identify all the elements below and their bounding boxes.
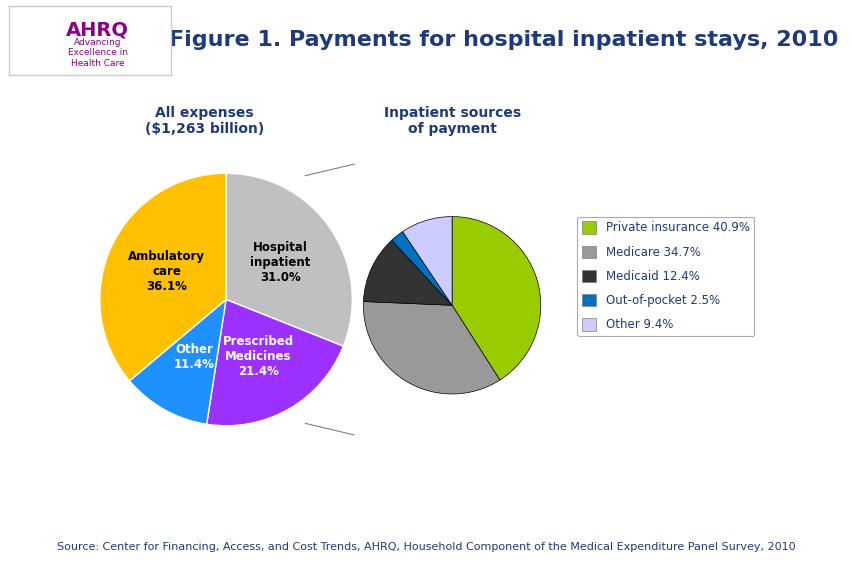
Text: All expenses
($1,263 billion): All expenses ($1,263 billion) — [145, 106, 264, 136]
Wedge shape — [391, 232, 452, 305]
Text: Ambulatory
care
36.1%: Ambulatory care 36.1% — [128, 251, 204, 293]
Text: Figure 1. Payments for hospital inpatient stays, 2010: Figure 1. Payments for hospital inpatien… — [169, 31, 837, 50]
Text: Other
11.4%: Other 11.4% — [173, 343, 214, 371]
Wedge shape — [363, 301, 499, 394]
Wedge shape — [452, 217, 540, 380]
Wedge shape — [363, 240, 452, 305]
Wedge shape — [206, 300, 343, 426]
Legend: Private insurance 40.9%, Medicare 34.7%, Medicaid 12.4%, Out-of-pocket 2.5%, Oth: Private insurance 40.9%, Medicare 34.7%,… — [577, 217, 753, 336]
Text: Inpatient sources
of payment: Inpatient sources of payment — [383, 106, 520, 136]
Text: Hospital
inpatient
31.0%: Hospital inpatient 31.0% — [250, 241, 310, 284]
Text: Advancing
Excellence in
Health Care: Advancing Excellence in Health Care — [67, 38, 128, 67]
Wedge shape — [130, 300, 226, 425]
Wedge shape — [402, 217, 452, 305]
Wedge shape — [226, 173, 352, 346]
Text: Source: Center for Financing, Access, and Cost Trends, AHRQ, Household Component: Source: Center for Financing, Access, an… — [57, 542, 795, 552]
Text: Prescribed
Medicines
21.4%: Prescribed Medicines 21.4% — [222, 335, 294, 378]
Text: AHRQ: AHRQ — [66, 21, 129, 39]
Wedge shape — [100, 173, 226, 381]
